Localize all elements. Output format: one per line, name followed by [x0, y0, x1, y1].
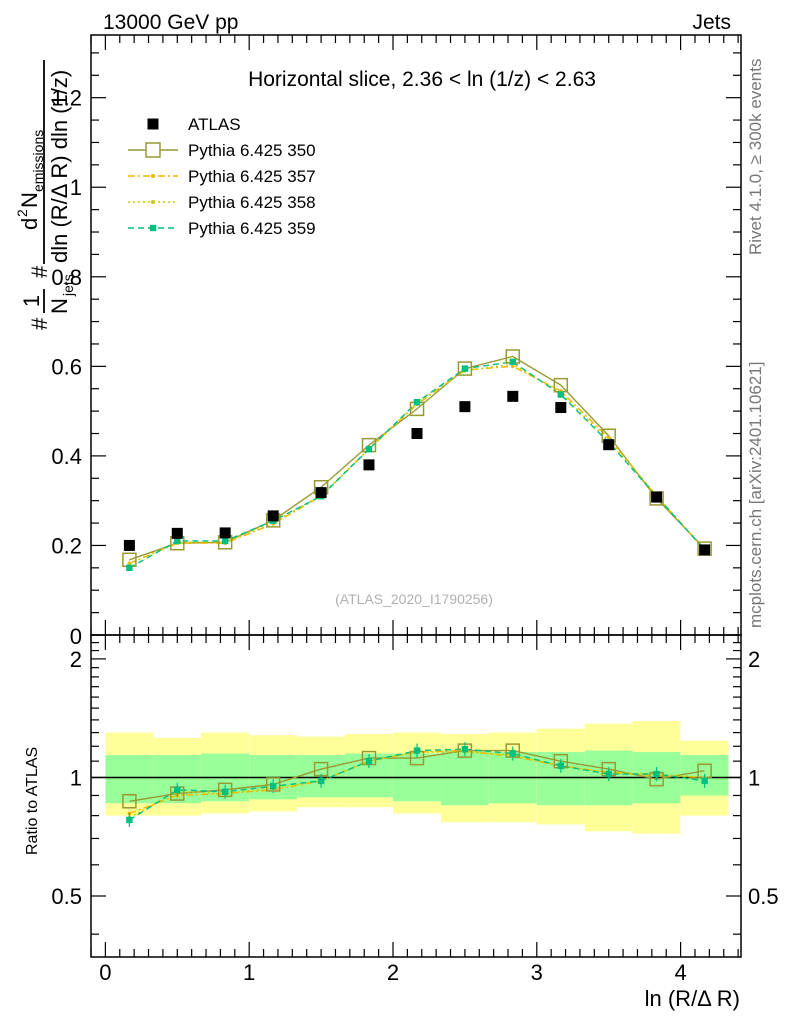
atlas-data-point [603, 439, 615, 451]
legend-label-1: Pythia 6.425 350 [188, 141, 316, 160]
atlas-data-point [123, 539, 135, 551]
header-right-label: Jets [692, 11, 731, 34]
y-tick-label: 0.2 [51, 533, 82, 558]
series-point-main-3 [509, 358, 516, 366]
header-left-label: 13000 GeV pp [103, 11, 238, 34]
atlas-data-point [171, 527, 183, 539]
legend-marker-1 [145, 142, 161, 158]
y-tick-label-zero: 0 [70, 624, 82, 649]
series-line-main-2 [129, 363, 706, 565]
legend-marker-4 [149, 224, 157, 232]
ylabel-frac1-den-sub: jets [60, 274, 76, 297]
x-tick-label: 0 [99, 960, 111, 985]
legend-label-3: Pythia 6.425 358 [188, 193, 316, 212]
x-tick-label: 2 [387, 960, 399, 985]
series-point-main-3 [174, 537, 181, 545]
ratio-tick-label: 0.5 [51, 884, 82, 909]
atlas-data-point [411, 428, 423, 440]
x-tick-label: 4 [674, 960, 686, 985]
x-tick-label: 3 [531, 960, 543, 985]
ylabel-frac2-num-sup: 2 [14, 209, 30, 217]
series-point-main-3 [413, 398, 421, 406]
series-line-main-0 [129, 355, 706, 561]
series-point-main-0 [457, 361, 473, 376]
chart-title: Horizontal slice, 2.36 < ln (1/z) < 2.63 [248, 68, 596, 91]
ratio-y-axis-label: Ratio to ATLAS [24, 747, 41, 855]
atlas-data-point [219, 527, 231, 539]
mcplots-source-label: mcplots.cern.ch [arXiv:2401.10621] [746, 362, 765, 628]
ratio-band-inner [105, 755, 154, 804]
ratio-tick-label-right: 2 [748, 647, 760, 672]
axis-tick-labels: 0 1 2 3 4 0.2 0.4 0.6 0.8 1 1.2 0 0.5 0.5 1 1 2 2 [51, 86, 778, 985]
series-point-main-3 [557, 391, 565, 398]
y-tick-label: 0.4 [51, 444, 82, 469]
ylabel-hash-1: # [27, 317, 52, 330]
y-tick-label: 1 [70, 175, 82, 200]
y-tick-label: 0.6 [51, 354, 82, 379]
rivet-version-label: Rivet 4.1.0, ≥ 300k events [746, 59, 765, 255]
series-line-main-3 [129, 361, 706, 569]
ratio-uncertainty-bands [91, 721, 741, 834]
ylabel-frac2-den: dln (R/Δ R) dln (1/z) [47, 70, 72, 263]
legend-marker-2 [151, 174, 155, 178]
x-axis-label: ln (R/Δ R) [645, 986, 740, 1011]
series-point-main-3 [221, 537, 229, 545]
ylabel-frac2-num-sub: emissions [30, 130, 46, 192]
atlas-data-point [555, 402, 567, 414]
atlas-data-point [699, 544, 711, 556]
analysis-id-watermark: (ATLAS_2020_I1790256) [335, 591, 493, 607]
atlas-data-point [651, 491, 663, 503]
ylabel-hash-2: # [27, 265, 52, 278]
atlas-data-point [315, 487, 327, 499]
series-point-ratio-0 [122, 794, 137, 809]
ylabel-frac1-den: N [47, 298, 72, 314]
legend-label-4: Pythia 6.425 359 [188, 219, 316, 238]
atlas-data-point [363, 459, 375, 471]
ylabel-frac2-num-d: d [17, 218, 42, 230]
legend-label-0: ATLAS [188, 115, 241, 134]
ratio-tick-label: 1 [70, 765, 82, 790]
legend-marker-3 [151, 200, 155, 204]
legend: ATLAS Pythia 6.425 350 Pythia 6.425 357 Pyt… [128, 115, 316, 238]
series-point-main-3 [365, 445, 373, 453]
ratio-tick-label-right: 0.5 [748, 884, 779, 909]
atlas-data-point [507, 390, 519, 402]
ratio-tick-label: 2 [70, 647, 82, 672]
series-markers [122, 349, 712, 827]
x-tick-label: 1 [243, 960, 255, 985]
legend-marker-atlas [147, 118, 159, 130]
ylabel-frac1-num: 1 [19, 295, 44, 307]
atlas-data-point [267, 510, 279, 522]
axis-ticks [90, 35, 741, 957]
series-point-main-3 [126, 564, 133, 572]
main-y-axis-label: # 1 N jets # d 2 N emissions dln (R/Δ R)… [14, 60, 76, 330]
ratio-tick-label-right: 1 [748, 765, 760, 790]
series-line-main-1 [129, 365, 706, 565]
series-point-main-3 [461, 365, 469, 372]
ylabel-frac2-num-main: N [17, 192, 42, 208]
legend-label-2: Pythia 6.425 357 [188, 167, 316, 186]
atlas-data-point [459, 401, 471, 413]
y-tick-label: 0.8 [51, 265, 82, 290]
y-tick-label: 1.2 [51, 86, 82, 111]
